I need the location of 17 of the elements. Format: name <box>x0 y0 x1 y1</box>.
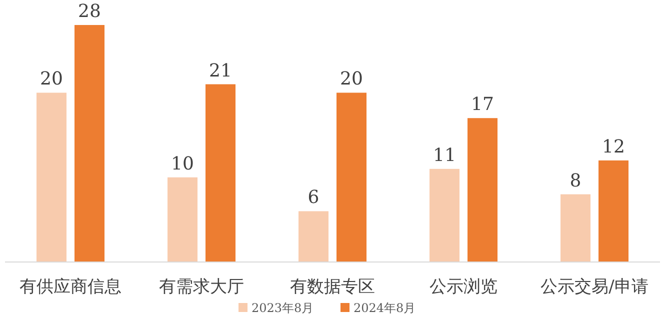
data-label: 10 <box>171 153 194 174</box>
x-tick-label: 公示交易/申请 <box>540 277 648 297</box>
data-label: 12 <box>602 136 625 158</box>
legend-label: 2023年8月 <box>252 301 314 315</box>
data-label: 17 <box>471 94 494 116</box>
data-label: 20 <box>40 68 63 90</box>
data-label: 28 <box>78 1 101 22</box>
legend-label: 2024年8月 <box>354 301 416 315</box>
x-tick-label: 有需求大厅 <box>159 277 244 297</box>
data-label: 8 <box>570 170 582 192</box>
data-label: 6 <box>308 187 320 208</box>
data-label: 11 <box>433 144 456 166</box>
data-label: 21 <box>209 60 232 82</box>
x-tick-label: 有数据专区 <box>290 277 375 297</box>
x-tick-label: 公示浏览 <box>430 277 498 297</box>
data-label: 20 <box>340 68 363 90</box>
x-tick-label: 有供应商信息 <box>20 277 122 297</box>
